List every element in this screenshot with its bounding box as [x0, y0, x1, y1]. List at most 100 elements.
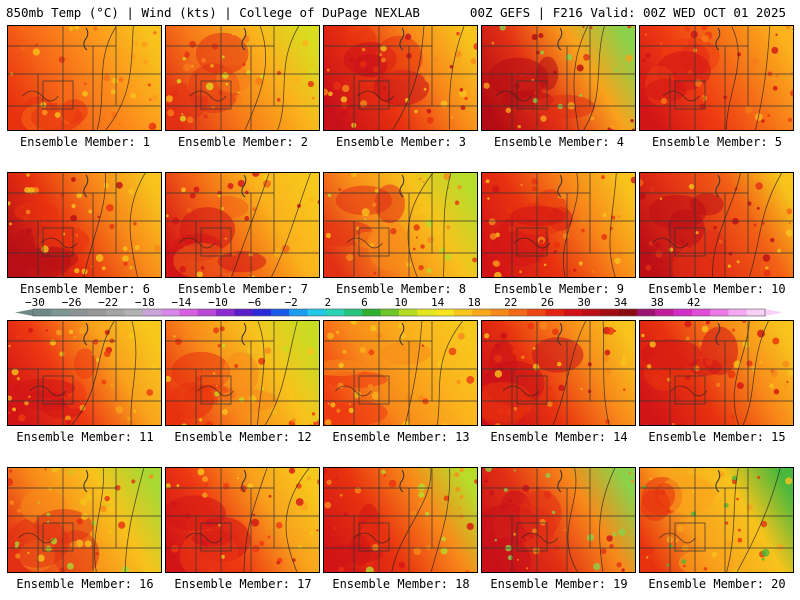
ensemble-member-map	[165, 467, 320, 573]
temperature-colorbar: −30 −26 −22 −18 −14 −10 −6 −2 2 6 10 14 18 22 26 30 34 38…	[15, 296, 783, 317]
ensemble-member-label: Ensemble Member: 10	[648, 282, 786, 296]
ensemble-member-label: Ensemble Member: 2	[177, 135, 309, 149]
colorbar-swatch	[51, 309, 71, 316]
ensemble-member-label: Ensemble Member: 5	[651, 135, 783, 149]
ensemble-member-label: Ensemble Member: 20	[648, 577, 786, 591]
colorbar-swatch	[124, 309, 144, 316]
colorbar-swatch	[234, 309, 254, 316]
ensemble-member-map	[481, 25, 636, 131]
ensemble-member-label: Ensemble Member: 12	[174, 430, 312, 444]
colorbar-tick-label: −6	[248, 296, 261, 309]
colorbar-tick-label: 42	[687, 296, 700, 309]
ensemble-member-label: Ensemble Member: 16	[16, 577, 154, 591]
ensemble-member-map	[639, 25, 794, 131]
colorbar-tick-label: −14	[171, 296, 191, 309]
colorbar-tick-label: 2	[324, 296, 331, 309]
ensemble-member-label: Ensemble Member: 1	[19, 135, 151, 149]
colorbar-swatch	[289, 309, 308, 316]
colorbar-swatch	[307, 309, 327, 316]
colorbar-swatch	[106, 309, 125, 316]
colorbar-tick-label: 30	[577, 296, 590, 309]
ensemble-member-map	[639, 467, 794, 573]
ensemble-member-label: Ensemble Member: 14	[490, 430, 628, 444]
colorbar-tick-label: 10	[394, 296, 407, 309]
ensemble-member-map	[639, 172, 794, 278]
colorbar-swatch	[691, 309, 711, 316]
colorbar-swatch	[69, 309, 89, 316]
colorbar-tick-label: −10	[208, 296, 228, 309]
colorbar-swatch	[472, 309, 491, 316]
colorbar-tick-label: 14	[431, 296, 445, 309]
ensemble-member-label: Ensemble Member: 4	[493, 135, 625, 149]
colorbar-swatch	[655, 309, 674, 316]
colorbar-swatch	[87, 309, 107, 316]
colorbar-swatch	[417, 309, 437, 316]
colorbar-tick-label: 18	[468, 296, 481, 309]
colorbar-swatch	[270, 309, 290, 316]
ensemble-member-map	[323, 172, 478, 278]
ensemble-member-label: Ensemble Member: 17	[174, 577, 312, 591]
colorbar-swatch	[545, 309, 565, 316]
ensemble-member-map	[481, 320, 636, 426]
colorbar-swatch	[746, 309, 766, 316]
colorbar-swatch	[728, 309, 748, 316]
colorbar-swatch	[636, 309, 656, 316]
colorbar-swatch	[600, 309, 620, 316]
colorbar-max-arrow	[765, 309, 783, 316]
colorbar-swatch	[435, 309, 455, 316]
colorbar-swatch	[197, 309, 217, 316]
colorbar-swatch	[453, 309, 473, 316]
ensemble-member-map	[165, 320, 320, 426]
colorbar-swatch	[252, 309, 272, 316]
ensemble-member-label: Ensemble Member: 9	[493, 282, 625, 296]
ensemble-member-map	[323, 25, 478, 131]
ensemble-member-map	[481, 172, 636, 278]
ensemble-member-map	[165, 25, 320, 131]
ensemble-member-label: Ensemble Member: 11	[16, 430, 154, 444]
colorbar-swatch	[563, 309, 583, 316]
colorbar-swatch	[179, 309, 199, 316]
colorbar-tick-label: −30	[25, 296, 45, 309]
colorbar-swatch	[325, 309, 345, 316]
colorbar-swatch	[216, 309, 235, 316]
ensemble-member-label: Ensemble Member: 7	[177, 282, 309, 296]
ensemble-member-map	[7, 467, 162, 573]
colorbar-tick-label: 22	[504, 296, 517, 309]
colorbar-swatch	[508, 309, 528, 316]
ensemble-member-label: Ensemble Member: 15	[648, 430, 786, 444]
ensemble-member-map	[481, 467, 636, 573]
colorbar-swatch	[380, 309, 400, 316]
colorbar-swatch	[527, 309, 546, 316]
colorbar-min-arrow	[15, 309, 33, 316]
ensemble-member-label: Ensemble Member: 18	[332, 577, 470, 591]
ensemble-member-map	[165, 172, 320, 278]
ensemble-member-map	[7, 320, 162, 426]
ensemble-member-label: Ensemble Member: 13	[332, 430, 470, 444]
colorbar-swatch	[33, 309, 52, 316]
ensemble-member-label: Ensemble Member: 8	[335, 282, 467, 296]
colorbar-tick-label: 34	[614, 296, 628, 309]
colorbar-swatch	[490, 309, 510, 316]
ensemble-member-label: Ensemble Member: 3	[335, 135, 467, 149]
ensemble-member-map	[7, 172, 162, 278]
colorbar-swatch	[710, 309, 729, 316]
colorbar-swatch	[362, 309, 382, 316]
ensemble-member-map	[323, 320, 478, 426]
colorbar-swatch	[161, 309, 180, 316]
ensemble-member-map	[639, 320, 794, 426]
ensemble-member-map	[7, 25, 162, 131]
model-run-valid-time: 00Z GEFS | F216 Valid: 00Z WED OCT 01 20…	[469, 5, 786, 20]
colorbar-swatch	[618, 309, 638, 316]
ensemble-member-label: Ensemble Member: 6	[19, 282, 151, 296]
colorbar-tick-label: 26	[541, 296, 554, 309]
colorbar-tick-label: −26	[62, 296, 82, 309]
colorbar-tick-label: 38	[651, 296, 664, 309]
colorbar-tick-label: −18	[135, 296, 155, 309]
colorbar-swatch	[582, 309, 601, 316]
colorbar-tick-label: −2	[285, 296, 298, 309]
colorbar-swatch	[142, 309, 162, 316]
colorbar-swatch	[399, 309, 418, 316]
ensemble-member-map	[323, 467, 478, 573]
ensemble-member-label: Ensemble Member: 19	[490, 577, 628, 591]
colorbar-tick-label: −22	[98, 296, 118, 309]
